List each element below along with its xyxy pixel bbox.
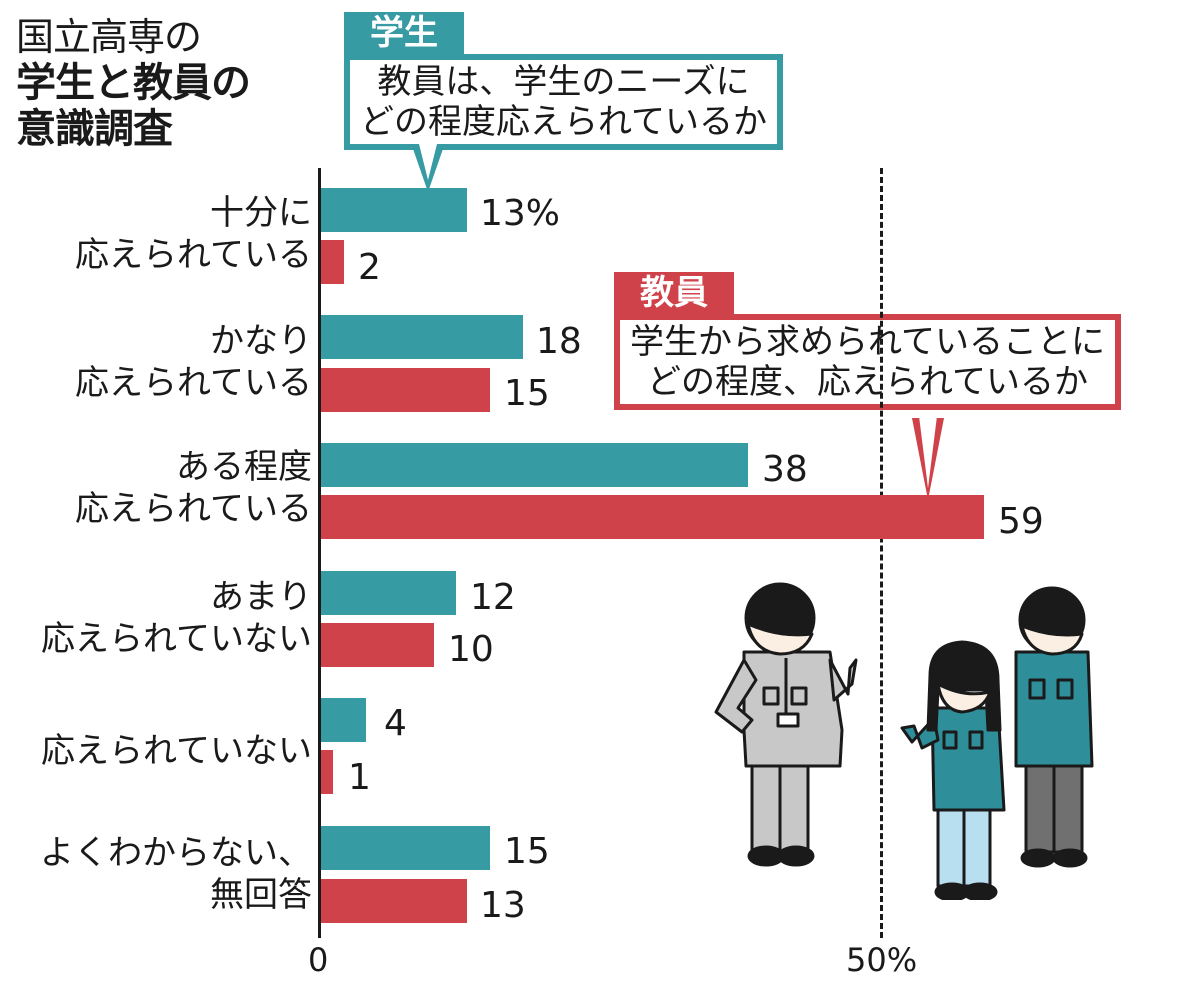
student-bar (321, 698, 366, 742)
faculty-bar (321, 879, 467, 923)
category-label-line-1: よくわからない、 (40, 833, 312, 873)
title-line-1: 国立高専の (16, 15, 202, 59)
category-label-line-1: かなり (210, 321, 312, 361)
student-bar (321, 826, 490, 870)
faculty-value: 13 (480, 885, 526, 926)
category-label-line-2: 応えられている (75, 363, 312, 403)
category-label-line-1: ある程度 (176, 447, 312, 487)
faculty-bar (321, 240, 344, 284)
student-question-line-1: 教員は、学生のニーズに (377, 62, 750, 102)
category-label: 応えられていない (41, 730, 312, 772)
title-line-2: 学生と教員の (16, 60, 251, 106)
category-label: あまり 応えられていない (41, 576, 312, 660)
student-bar (321, 315, 523, 359)
category-label-line-2: 無回答 (210, 875, 312, 915)
faculty-value: 10 (448, 629, 494, 670)
category-label-line-1: あまり (210, 577, 312, 617)
student-bar (321, 443, 748, 487)
student-value: 12 (470, 577, 516, 618)
faculty-question-line-2: どの程度、応えられているか (647, 362, 1088, 402)
student-question-line-2: どの程度応えられているか (360, 102, 767, 142)
teacher-figure (714, 582, 858, 867)
student-value: 18 (536, 321, 582, 362)
category-label-line-1: 応えられていない (41, 731, 312, 771)
category-label: ある程度 応えられている (75, 446, 312, 530)
y-axis (318, 168, 321, 938)
student-bar (321, 188, 467, 232)
student-callout-tab: 学生 (344, 12, 464, 54)
student-callout-pointer-inner (419, 144, 437, 180)
student-value: 15 (504, 831, 550, 872)
category-label: よくわからない、 無回答 (40, 832, 312, 916)
faculty-value: 15 (504, 373, 550, 414)
people-illustration (714, 582, 1094, 900)
faculty-value: 59 (998, 501, 1044, 542)
faculty-bar (321, 495, 984, 539)
category-label: かなり 応えられている (75, 320, 312, 404)
title-line-3: 意識調査 (16, 106, 173, 152)
female-student-figure (900, 640, 1006, 900)
student-value: 13% (480, 193, 561, 234)
fifty-percent-reference-line (880, 168, 883, 938)
x-tick-50: 50% (846, 941, 918, 979)
faculty-bar (321, 750, 333, 794)
faculty-question-line-1: 学生から求められていることに (630, 322, 1105, 362)
student-bar (321, 571, 456, 615)
faculty-bar (321, 623, 434, 667)
category-label-line-2: 応えられている (75, 235, 312, 275)
category-label: 十分に 応えられている (75, 192, 312, 276)
x-tick-0: 0 (308, 941, 329, 979)
faculty-callout: 学生から求められていることに どの程度、応えられているか (614, 314, 1121, 410)
category-label-line-1: 十分に (210, 193, 312, 233)
student-value: 38 (762, 449, 808, 490)
category-label-line-2: 応えられていない (41, 619, 312, 659)
chart-title: 国立高専の 学生と教員の 意識調査 (16, 14, 251, 152)
faculty-callout-tab: 教員 (614, 272, 734, 314)
faculty-callout-pointer-inner (919, 416, 937, 488)
faculty-value: 1 (348, 757, 371, 798)
faculty-bar (321, 368, 490, 412)
male-student-figure (1014, 586, 1094, 868)
student-value: 4 (384, 703, 407, 744)
category-label-line-2: 応えられている (75, 489, 312, 529)
student-callout: 教員は、学生のニーズに どの程度応えられているか (344, 54, 783, 150)
faculty-value: 2 (358, 247, 381, 288)
